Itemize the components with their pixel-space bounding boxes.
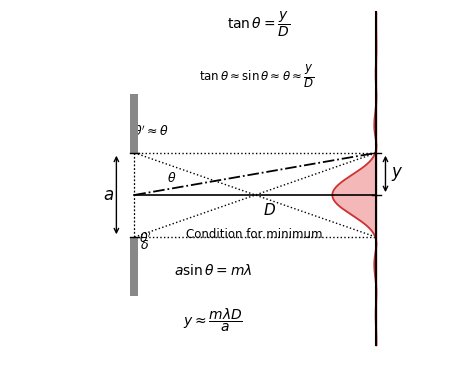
Text: $\tan\theta \approx \sin\theta \approx \theta \approx \dfrac{y}{D}$: $\tan\theta \approx \sin\theta \approx \… — [199, 63, 315, 90]
Bar — [130, 94, 138, 153]
Text: $y \approx \dfrac{m\lambda D}{a}$: $y \approx \dfrac{m\lambda D}{a}$ — [183, 307, 243, 334]
Text: $\theta' \approx \theta$: $\theta' \approx \theta$ — [133, 124, 169, 139]
Text: $\theta'$: $\theta'$ — [139, 232, 152, 246]
Text: $\tan\theta = \dfrac{y}{D}$: $\tan\theta = \dfrac{y}{D}$ — [228, 10, 291, 39]
Text: $a\sin\theta = m\lambda$: $a\sin\theta = m\lambda$ — [174, 263, 252, 278]
Bar — [130, 237, 138, 296]
Text: Condition for minimum: Condition for minimum — [186, 228, 322, 241]
Text: $\delta$: $\delta$ — [140, 239, 149, 252]
Text: $a$: $a$ — [103, 186, 114, 204]
Text: $D$: $D$ — [264, 202, 276, 218]
Text: $\theta$: $\theta$ — [167, 171, 177, 185]
Text: $y$: $y$ — [392, 165, 404, 183]
